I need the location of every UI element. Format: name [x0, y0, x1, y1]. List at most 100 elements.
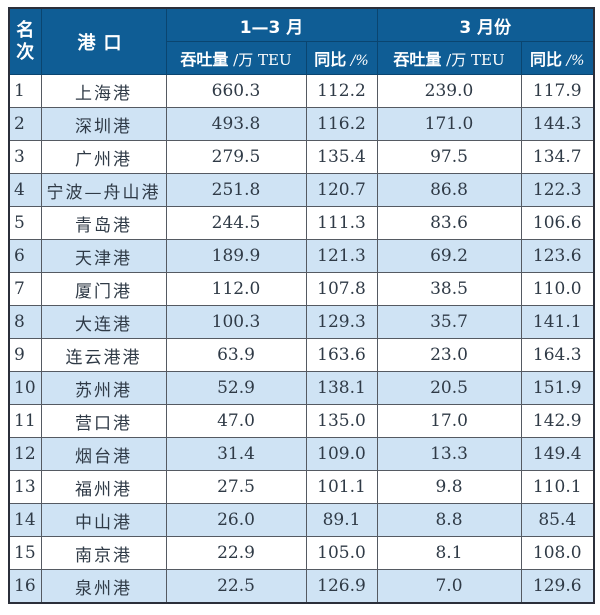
table-row: 11 营口港 47.0 135.0 17.0 142.9 [8, 404, 595, 438]
table-body: 1 上海港 660.3 112.2 239.0 117.9 2 深圳港 493.8 116.2 17… [8, 74, 595, 604]
rank-cell: 12 [8, 437, 42, 471]
yoy-q1-cell: 89.1 [305, 503, 378, 537]
volume-q1-cell: 22.9 [165, 536, 307, 570]
table-row: 14 中山港 26.0 89.1 8.8 85.4 [8, 503, 595, 537]
volume-q1-cell: 279.5 [165, 140, 307, 174]
table-row: 3 广州港 279.5 135.4 97.5 134.7 [8, 140, 595, 174]
yoy-q1-cell: 116.2 [305, 107, 378, 141]
volume-q1-cell: 493.8 [165, 107, 307, 141]
table-row: 7 厦门港 112.0 107.8 38.5 110.0 [8, 272, 595, 306]
volume-march-cell: 239.0 [376, 74, 522, 108]
table-row: 15 南京港 22.9 105.0 8.1 108.0 [8, 536, 595, 570]
port-name-cell: 中山港 [40, 503, 167, 537]
yoy-march-cell: 144.3 [520, 107, 595, 141]
header-group-q1: 1—3 月 [165, 7, 378, 42]
table-row: 4 宁波—舟山港 251.8 120.7 86.8 122.3 [8, 173, 595, 207]
rank-cell: 11 [8, 404, 42, 438]
rank-cell: 1 [8, 74, 42, 108]
volume-march-cell: 83.6 [376, 206, 522, 240]
table-row: 12 烟台港 31.4 109.0 13.3 149.4 [8, 437, 595, 471]
yoy-label: 同比 [314, 50, 347, 69]
rank-cell: 9 [8, 338, 42, 372]
volume-march-cell: 7.0 [376, 569, 522, 604]
volume-march-cell: 86.8 [376, 173, 522, 207]
rank-cell: 3 [8, 140, 42, 174]
yoy-march-cell: 106.6 [520, 206, 595, 240]
port-name-cell: 深圳港 [40, 107, 167, 141]
volume-march-cell: 35.7 [376, 305, 522, 339]
table-row: 5 青岛港 244.5 111.3 83.6 106.6 [8, 206, 595, 240]
yoy-march-cell: 108.0 [520, 536, 595, 570]
rank-cell: 6 [8, 239, 42, 273]
yoy-q1-cell: 135.0 [305, 404, 378, 438]
table-row: 10 苏州港 52.9 138.1 20.5 151.9 [8, 371, 595, 405]
rank-cell: 16 [8, 569, 42, 604]
volume-q1-cell: 52.9 [165, 371, 307, 405]
volume-q1-cell: 31.4 [165, 437, 307, 471]
volume-q1-cell: 189.9 [165, 239, 307, 273]
volume-march-cell: 171.0 [376, 107, 522, 141]
table-row: 9 连云港港 63.9 163.6 23.0 164.3 [8, 338, 595, 372]
table-row: 6 天津港 189.9 121.3 69.2 123.6 [8, 239, 595, 273]
header-rank: 名次 [8, 7, 42, 75]
header-yoy-march: 同比 /% [520, 41, 595, 75]
rank-cell: 15 [8, 536, 42, 570]
yoy-q1-cell: 126.9 [305, 569, 378, 604]
volume-q1-cell: 660.3 [165, 74, 307, 108]
volume-march-cell: 8.1 [376, 536, 522, 570]
yoy-label: 同比 [530, 50, 563, 69]
yoy-q1-cell: 111.3 [305, 206, 378, 240]
volume-label: 吞吐量 [393, 50, 442, 69]
yoy-q1-cell: 105.0 [305, 536, 378, 570]
yoy-q1-cell: 163.6 [305, 338, 378, 372]
volume-q1-cell: 63.9 [165, 338, 307, 372]
table-row: 16 泉州港 22.5 126.9 7.0 129.6 [8, 569, 595, 604]
header-port: 港口 [40, 7, 167, 75]
volume-unit: /万 TEU [228, 51, 292, 69]
yoy-q1-cell: 121.3 [305, 239, 378, 273]
rank-cell: 5 [8, 206, 42, 240]
table-row: 13 福州港 27.5 101.1 9.8 110.1 [8, 470, 595, 504]
yoy-march-cell: 85.4 [520, 503, 595, 537]
volume-march-cell: 69.2 [376, 239, 522, 273]
header-group-march: 3 月份 [376, 7, 595, 42]
yoy-q1-cell: 109.0 [305, 437, 378, 471]
rank-cell: 13 [8, 470, 42, 504]
volume-march-cell: 9.8 [376, 470, 522, 504]
rank-cell: 10 [8, 371, 42, 405]
table-row: 1 上海港 660.3 112.2 239.0 117.9 [8, 74, 595, 108]
port-name-cell: 连云港港 [40, 338, 167, 372]
yoy-unit: /% [346, 53, 369, 69]
volume-march-cell: 17.0 [376, 404, 522, 438]
table-header: 名次 港口 1—3 月 3 月份 吞吐量 /万 TEU 同比 /% 吞吐量 /万… [8, 7, 595, 75]
rank-cell: 14 [8, 503, 42, 537]
port-name-cell: 广州港 [40, 140, 167, 174]
volume-march-cell: 97.5 [376, 140, 522, 174]
yoy-march-cell: 151.9 [520, 371, 595, 405]
yoy-q1-cell: 129.3 [305, 305, 378, 339]
yoy-march-cell: 110.1 [520, 470, 595, 504]
yoy-march-cell: 129.6 [520, 569, 595, 604]
volume-march-cell: 20.5 [376, 371, 522, 405]
yoy-march-cell: 123.6 [520, 239, 595, 273]
table-row: 2 深圳港 493.8 116.2 171.0 144.3 [8, 107, 595, 141]
port-name-cell: 天津港 [40, 239, 167, 273]
volume-q1-cell: 22.5 [165, 569, 307, 604]
yoy-march-cell: 164.3 [520, 338, 595, 372]
table-row: 8 大连港 100.3 129.3 35.7 141.1 [8, 305, 595, 339]
yoy-q1-cell: 112.2 [305, 74, 378, 108]
yoy-q1-cell: 107.8 [305, 272, 378, 306]
port-name-cell: 福州港 [40, 470, 167, 504]
volume-q1-cell: 112.0 [165, 272, 307, 306]
volume-march-cell: 23.0 [376, 338, 522, 372]
rank-cell: 2 [8, 107, 42, 141]
port-name-cell: 泉州港 [40, 569, 167, 604]
volume-q1-cell: 100.3 [165, 305, 307, 339]
yoy-march-cell: 134.7 [520, 140, 595, 174]
volume-q1-cell: 27.5 [165, 470, 307, 504]
rank-cell: 8 [8, 305, 42, 339]
rank-cell: 4 [8, 173, 42, 207]
yoy-march-cell: 122.3 [520, 173, 595, 207]
port-name-cell: 上海港 [40, 74, 167, 108]
port-name-cell: 厦门港 [40, 272, 167, 306]
